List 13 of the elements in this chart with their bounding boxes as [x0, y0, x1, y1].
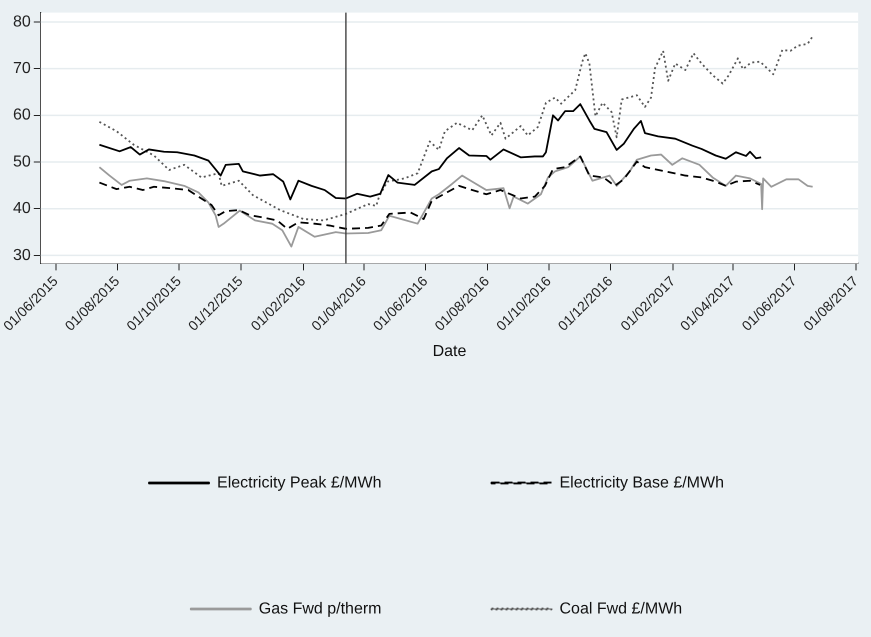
y-tick-label: 30: [13, 246, 31, 264]
line-series: [98, 36, 814, 222]
y-tick-label: 40: [13, 200, 31, 218]
legend-label: Coal Fwd £/MWh: [560, 600, 682, 618]
line-series: [98, 156, 762, 230]
legend-label: Gas Fwd p/therm: [258, 600, 382, 618]
legend-label: Electricity Peak £/MWh: [217, 474, 382, 492]
y-tick-label: 80: [13, 13, 31, 30]
legend-label: Electricity Base £/MWh: [560, 474, 724, 492]
x-axis-title: Date: [432, 342, 466, 360]
y-tick-label: 60: [13, 106, 31, 124]
y-tick-label: 50: [13, 153, 31, 170]
y-tick-label: 70: [13, 60, 31, 78]
